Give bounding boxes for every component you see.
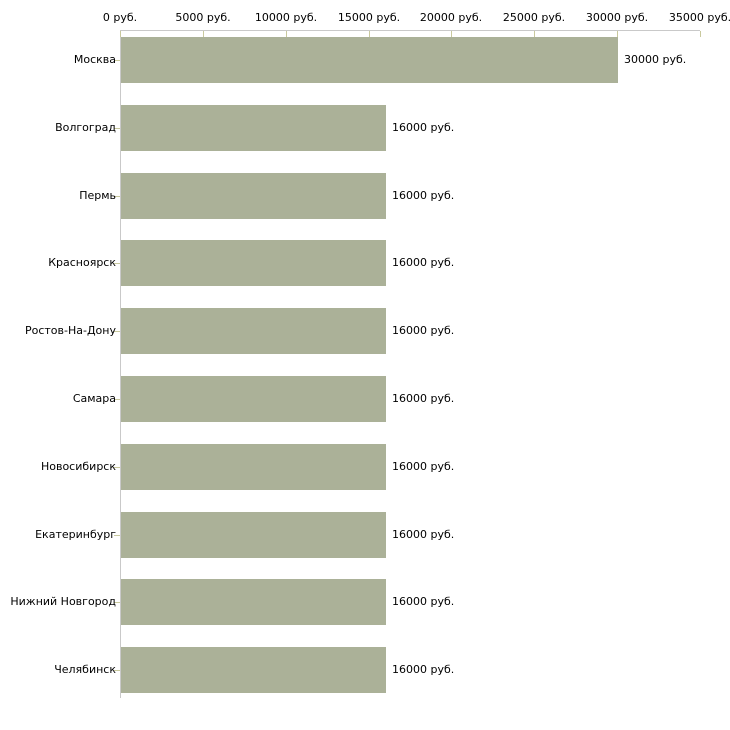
bar (121, 444, 386, 490)
x-axis-tick (451, 31, 452, 37)
category-tick (114, 602, 120, 603)
bar (121, 376, 386, 422)
category-tick (114, 670, 120, 671)
x-axis-tick (617, 31, 618, 37)
bar (121, 240, 386, 286)
value-label: 30000 руб. (624, 53, 687, 66)
value-label: 16000 руб. (392, 528, 455, 541)
category-label: Самара (72, 392, 116, 405)
category-tick (114, 399, 120, 400)
value-label: 16000 руб. (392, 460, 455, 473)
value-label: 16000 руб. (392, 324, 455, 337)
x-axis-tick-label: 30000 руб. (585, 11, 649, 24)
x-axis-tick (534, 31, 535, 37)
bar (121, 308, 386, 354)
bar (121, 512, 386, 558)
category-tick (114, 128, 120, 129)
category-label: Москва (73, 53, 116, 66)
category-tick (114, 263, 120, 264)
category-tick (114, 535, 120, 536)
x-axis-tick-label: 25000 руб. (502, 11, 566, 24)
x-axis-tick-label: 15000 руб. (337, 11, 401, 24)
category-tick (114, 331, 120, 332)
value-label: 16000 руб. (392, 392, 455, 405)
x-axis-tick-label: 0 руб. (102, 11, 138, 24)
value-label: 16000 руб. (392, 121, 455, 134)
value-label: 16000 руб. (392, 663, 455, 676)
x-axis-tick-label: 20000 руб. (419, 11, 483, 24)
bar (121, 37, 618, 83)
value-label: 16000 руб. (392, 256, 455, 269)
x-axis-tick (120, 31, 121, 37)
category-label: Нижний Новгород (10, 595, 116, 608)
category-label: Волгоград (55, 121, 116, 134)
x-axis-tick-label: 10000 руб. (254, 11, 318, 24)
bar (121, 105, 386, 151)
bar (121, 173, 386, 219)
x-axis-line (120, 30, 700, 31)
bar (121, 647, 386, 693)
category-tick (114, 60, 120, 61)
category-label: Ростов-На-Дону (24, 324, 116, 337)
x-axis-tick-label: 5000 руб. (175, 11, 231, 24)
category-tick (114, 467, 120, 468)
category-label: Пермь (79, 189, 116, 202)
category-tick (114, 196, 120, 197)
x-axis-tick (700, 31, 701, 37)
x-axis-tick-label: 35000 руб. (668, 11, 730, 24)
x-axis-tick (369, 31, 370, 37)
category-label: Красноярск (48, 256, 116, 269)
x-axis-tick (203, 31, 204, 37)
x-axis-tick (286, 31, 287, 37)
bar (121, 579, 386, 625)
value-label: 16000 руб. (392, 595, 455, 608)
y-axis-line (120, 30, 121, 698)
category-label: Екатеринбург (35, 528, 116, 541)
category-label: Челябинск (54, 663, 116, 676)
value-label: 16000 руб. (392, 189, 455, 202)
category-label: Новосибирск (40, 460, 116, 473)
